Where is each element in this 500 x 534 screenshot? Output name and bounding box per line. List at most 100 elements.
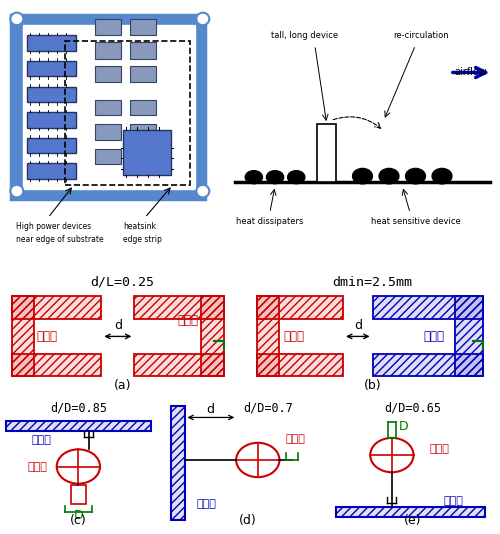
- Bar: [318, 124, 336, 182]
- Bar: [70, 484, 86, 504]
- Circle shape: [198, 186, 207, 195]
- Circle shape: [196, 12, 209, 26]
- Bar: [24, 25, 196, 189]
- Bar: [372, 296, 483, 319]
- Text: d/D=0.7: d/D=0.7: [243, 401, 293, 414]
- Text: d: d: [354, 319, 362, 332]
- Bar: [455, 296, 483, 376]
- Bar: [6, 421, 150, 430]
- Bar: [26, 112, 76, 128]
- Bar: [12, 354, 102, 376]
- Bar: [171, 406, 184, 521]
- Bar: [258, 296, 279, 376]
- Circle shape: [10, 12, 24, 26]
- Circle shape: [12, 186, 22, 195]
- Bar: [26, 163, 76, 179]
- Text: 冷表面: 冷表面: [423, 330, 444, 343]
- Bar: [336, 507, 484, 517]
- Bar: [26, 87, 76, 102]
- Bar: [372, 296, 483, 319]
- Bar: [258, 354, 343, 376]
- Text: 冷表面: 冷表面: [32, 435, 51, 445]
- Text: 冷表面: 冷表面: [196, 499, 216, 509]
- Bar: [12, 15, 205, 199]
- Bar: [65, 42, 190, 185]
- Text: 热表面: 热表面: [178, 314, 199, 327]
- Text: near edge of substrate: near edge of substrate: [16, 235, 104, 244]
- Bar: [12, 354, 102, 376]
- Text: d/D=0.85: d/D=0.85: [50, 401, 107, 414]
- Bar: [12, 296, 34, 376]
- Bar: [372, 354, 483, 376]
- Ellipse shape: [379, 168, 399, 184]
- Circle shape: [196, 185, 209, 198]
- Text: 冷表面: 冷表面: [444, 496, 464, 506]
- Bar: [130, 19, 156, 35]
- Bar: [12, 296, 102, 319]
- Bar: [134, 296, 224, 319]
- Text: D: D: [74, 509, 83, 522]
- Bar: [130, 149, 156, 164]
- Bar: [372, 354, 483, 376]
- Bar: [130, 43, 156, 59]
- Text: edge strip: edge strip: [123, 235, 162, 244]
- Text: 热表面: 热表面: [37, 330, 58, 343]
- Bar: [12, 296, 102, 319]
- Bar: [201, 296, 224, 376]
- Bar: [26, 35, 76, 51]
- Bar: [171, 406, 184, 521]
- Ellipse shape: [288, 171, 305, 184]
- Bar: [6, 421, 150, 430]
- Bar: [134, 354, 224, 376]
- Text: 热表面: 热表面: [430, 444, 449, 453]
- Ellipse shape: [432, 168, 452, 184]
- Bar: [258, 296, 343, 319]
- Text: dmin=2.5mm: dmin=2.5mm: [332, 276, 412, 288]
- Bar: [96, 149, 121, 164]
- Text: d: d: [114, 319, 122, 332]
- Bar: [96, 19, 121, 35]
- Text: 热表面: 热表面: [27, 461, 47, 472]
- Ellipse shape: [245, 171, 262, 184]
- Bar: [336, 507, 484, 517]
- Circle shape: [198, 14, 207, 23]
- Text: d/D=0.65: d/D=0.65: [384, 401, 441, 414]
- Text: (e): (e): [404, 514, 421, 527]
- Bar: [258, 296, 279, 376]
- Bar: [12, 296, 34, 376]
- Bar: [96, 66, 121, 82]
- Text: (d): (d): [238, 514, 256, 527]
- Circle shape: [12, 14, 22, 23]
- Bar: [130, 66, 156, 82]
- Bar: [258, 296, 343, 319]
- Text: heat dissipaters: heat dissipaters: [236, 216, 304, 225]
- Bar: [134, 354, 224, 376]
- Ellipse shape: [352, 168, 372, 184]
- Text: High power devices: High power devices: [16, 222, 91, 231]
- Bar: [96, 100, 121, 115]
- Bar: [96, 124, 121, 140]
- Bar: [130, 124, 156, 140]
- Ellipse shape: [266, 171, 283, 184]
- Circle shape: [10, 185, 24, 198]
- Text: d: d: [206, 403, 214, 415]
- Text: 热表面: 热表面: [284, 330, 304, 343]
- Bar: [134, 296, 224, 319]
- Text: (a): (a): [114, 379, 131, 392]
- Text: re-circulation: re-circulation: [393, 31, 448, 40]
- Bar: [201, 296, 224, 376]
- Text: (b): (b): [364, 379, 382, 392]
- Bar: [130, 100, 156, 115]
- Text: heat sensitive device: heat sensitive device: [370, 216, 460, 225]
- Bar: [123, 130, 170, 175]
- Bar: [96, 43, 121, 59]
- Text: airflow: airflow: [454, 67, 486, 77]
- Text: D: D: [399, 420, 408, 433]
- Text: heatsink: heatsink: [123, 222, 156, 231]
- Text: (c): (c): [70, 514, 87, 527]
- Text: tall, long device: tall, long device: [270, 31, 338, 40]
- Bar: [26, 138, 76, 153]
- Ellipse shape: [406, 168, 425, 184]
- Bar: [258, 354, 343, 376]
- Bar: [26, 61, 76, 76]
